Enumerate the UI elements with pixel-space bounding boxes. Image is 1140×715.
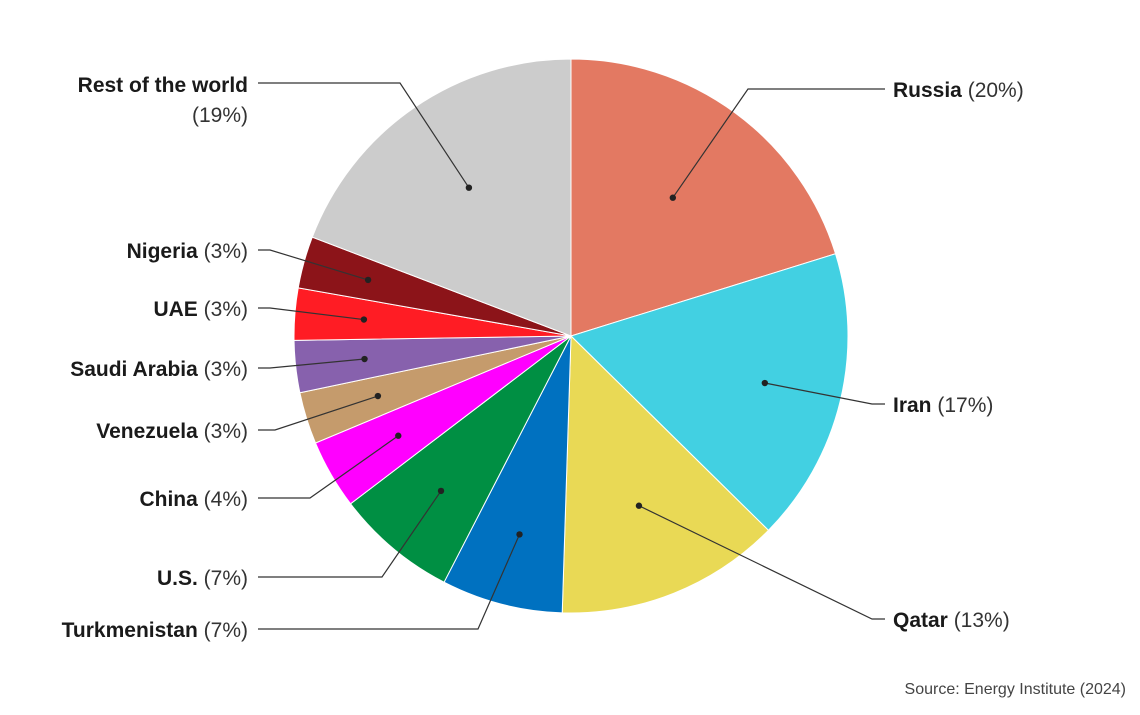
slice-label: Qatar (13%) (893, 609, 1010, 632)
slice-label: Turkmenistan (7%) (62, 619, 248, 642)
slice-label-pct: (3%) (198, 240, 248, 263)
slice-label-name: UAE (153, 298, 197, 321)
leader-line (258, 435, 399, 499)
slice-label: Saudi Arabia (3%) (70, 358, 248, 381)
slice-label: Iran (17%) (893, 394, 993, 417)
leader-line (258, 358, 365, 369)
slice-label-pct: (20%) (962, 79, 1024, 102)
slice-labels: Russia (20%) Iran (17%) Qatar (13%) Turkmen… (62, 74, 1024, 642)
source-note: Source: Energy Institute (2024) (904, 681, 1126, 698)
leader-dot (395, 432, 402, 439)
leader-line (258, 490, 442, 578)
leader-line (638, 505, 885, 620)
slice-label-name: Saudi Arabia (70, 358, 198, 381)
slice-label-name: U.S. (157, 567, 198, 590)
slice-label: Rest of the world (19%) (78, 74, 248, 127)
leader-dot (374, 392, 382, 400)
leader-dot (516, 531, 523, 538)
slice-label-name: Nigeria (127, 240, 199, 263)
leader-line (764, 382, 885, 405)
slice-label-pct: (3%) (198, 358, 248, 381)
leader-line (258, 307, 364, 321)
leader-dot (364, 276, 372, 284)
slice-label-pct: (3%) (198, 420, 248, 443)
leader-dot (465, 184, 473, 191)
leader-lines (258, 82, 885, 630)
leader-dot (360, 316, 368, 323)
pie-slice-rest-of-the-world (311, 58, 572, 337)
slice-label-name: Venezuela (96, 420, 198, 443)
slice-label-pct: (13%) (948, 609, 1010, 632)
slice-label: U.S. (7%) (157, 567, 248, 590)
slice-label: Nigeria (3%) (127, 240, 248, 263)
leader-line (672, 88, 885, 199)
leader-line (258, 249, 369, 281)
leader-dot (635, 502, 643, 509)
slice-label-pct: (17%) (932, 394, 994, 417)
leader-line (258, 395, 379, 431)
slice-label-name: Turkmenistan (62, 619, 198, 642)
slice-label: UAE (3%) (153, 298, 248, 321)
slice-label-pct: (4%) (198, 488, 248, 511)
pie-slices (293, 58, 849, 614)
slice-label-pct: (7%) (198, 567, 248, 590)
slice-label: China (4%) (139, 488, 248, 511)
slice-label-name: Iran (893, 394, 932, 417)
leader-line (258, 82, 470, 189)
slice-label-name: Rest of the world (78, 74, 248, 97)
slice-label-name: Qatar (893, 609, 948, 632)
pie-slice-turkmenistan (443, 335, 572, 614)
slice-label-name: Russia (893, 79, 962, 102)
pie-slice-u-s (349, 335, 572, 583)
slice-label-name: China (139, 488, 198, 511)
leader-dot (669, 194, 677, 201)
slice-label: Russia (20%) (893, 79, 1024, 102)
leader-dot (437, 487, 445, 495)
slice-label-pct: (7%) (198, 619, 248, 642)
pie-slice-russia (570, 58, 837, 337)
slice-label: Venezuela (3%) (96, 420, 248, 443)
slice-label-pct: (19%) (192, 104, 248, 127)
leader-dot (761, 379, 769, 387)
leader-dot (361, 355, 368, 363)
pie-slice-iran (570, 253, 849, 532)
leader-line (258, 534, 521, 630)
slice-label-pct: (3%) (198, 298, 248, 321)
